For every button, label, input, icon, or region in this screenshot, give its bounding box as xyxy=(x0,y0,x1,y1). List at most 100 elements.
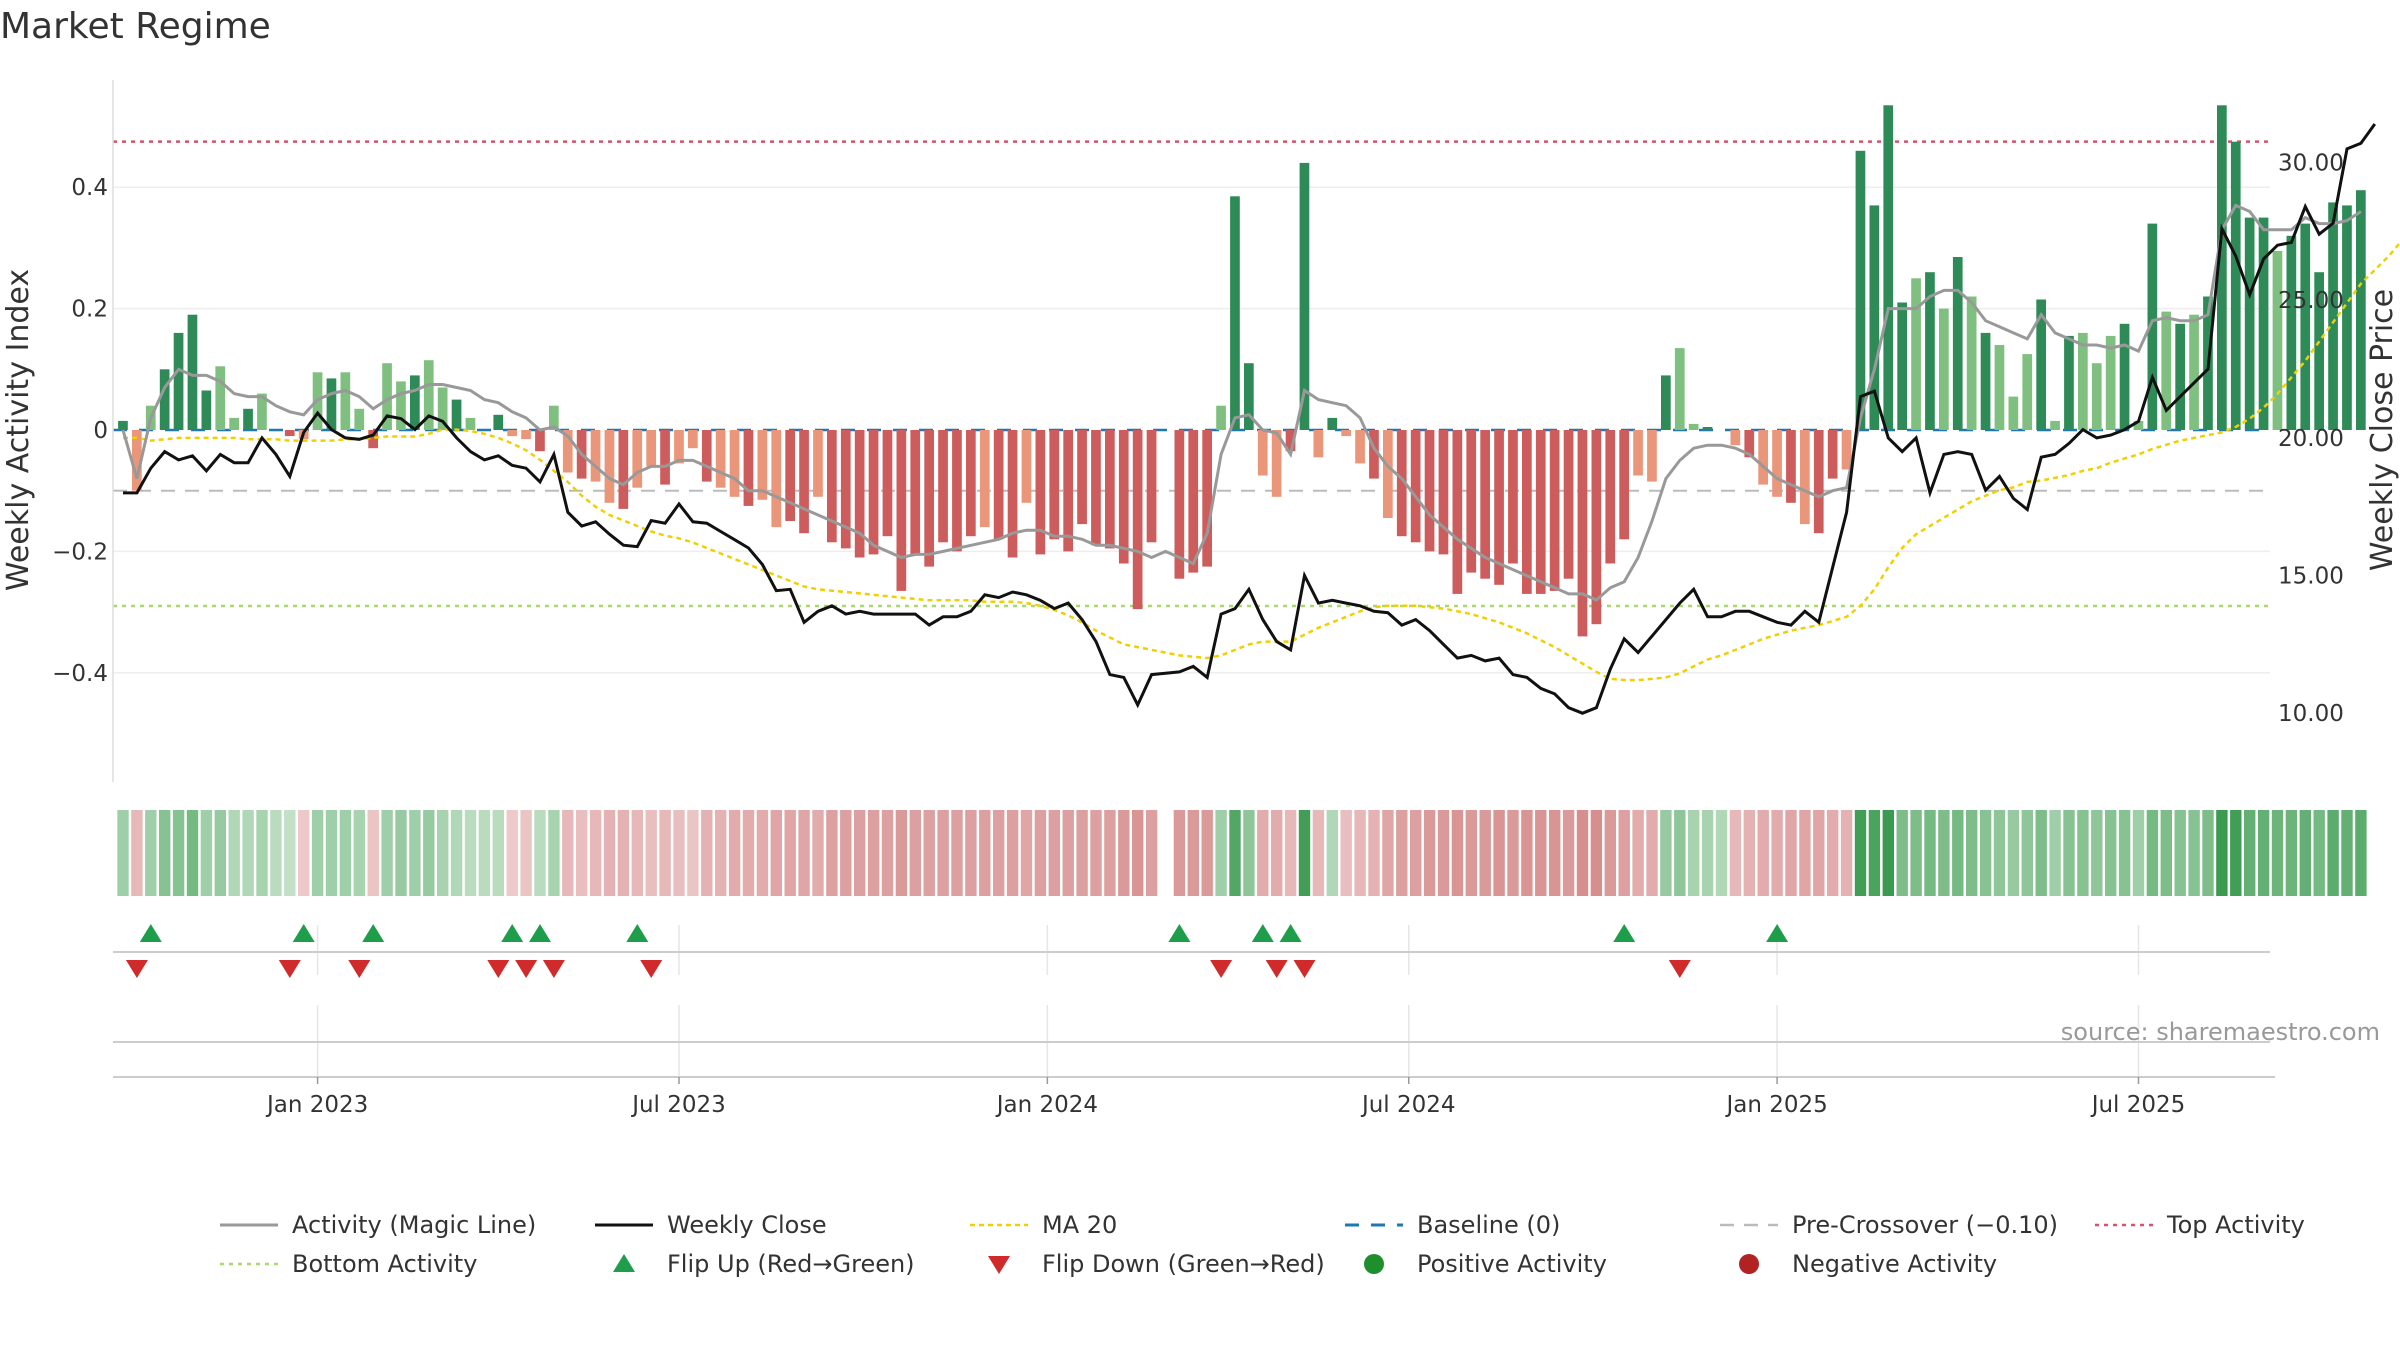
x-tick-label: Jan 2025 xyxy=(1724,1092,1827,1118)
heat-cell xyxy=(2188,810,2200,896)
activity-bar xyxy=(2091,363,2102,430)
activity-bar xyxy=(2036,299,2046,430)
chart-title: Market Regime xyxy=(0,6,271,47)
activity-bar xyxy=(2078,332,2088,430)
heat-cell xyxy=(159,810,171,896)
heat-cell xyxy=(2035,810,2047,896)
activity-bar xyxy=(2133,420,2144,430)
heat-cell xyxy=(617,810,630,896)
heat-cell xyxy=(200,810,213,896)
activity-bar xyxy=(2119,323,2130,430)
heat-cell xyxy=(1674,810,1686,896)
flip-up-marker xyxy=(292,924,315,942)
heat-cell xyxy=(951,810,963,896)
activity-bar xyxy=(1925,272,1935,430)
heat-cell xyxy=(2063,810,2075,896)
heat-cell xyxy=(2202,810,2214,896)
activity-bar xyxy=(924,430,934,567)
activity-bar xyxy=(465,417,476,430)
heat-cell xyxy=(589,810,602,896)
heat-cell xyxy=(1743,810,1755,896)
heat-cell xyxy=(1090,810,1102,896)
heat-cell xyxy=(1229,810,1241,896)
activity-bar xyxy=(1299,162,1310,430)
heat-cell xyxy=(1284,810,1297,896)
activity-bar xyxy=(521,430,531,440)
heat-cell xyxy=(1493,810,1505,896)
activity-bar xyxy=(423,360,434,430)
heat-cell xyxy=(1799,810,1811,896)
activity-bar xyxy=(701,430,712,482)
heat-cell xyxy=(1701,810,1714,896)
activity-bar xyxy=(1230,196,1240,430)
x-tick-label: Jan 2024 xyxy=(995,1092,1098,1118)
activity-bar xyxy=(1994,345,2005,430)
series-lines xyxy=(121,123,2400,715)
heat-cell xyxy=(131,810,143,896)
heat-cell xyxy=(1271,810,1283,896)
legend-label: Top Activity xyxy=(2166,1211,2305,1239)
heat-cell xyxy=(937,810,949,896)
activity-bar xyxy=(785,430,795,521)
legend-swatch-positive-activity xyxy=(1364,1254,1384,1274)
activity-bar xyxy=(813,430,823,497)
x-tick-label: Jul 2024 xyxy=(1360,1092,1456,1118)
heat-cell xyxy=(492,810,504,896)
heat-cell xyxy=(1952,810,1964,896)
heat-cell xyxy=(1966,810,1978,896)
heat-cell xyxy=(798,810,810,896)
heat-cell xyxy=(1729,810,1742,896)
activity-bar xyxy=(2356,190,2366,430)
activity-bar xyxy=(368,430,378,449)
activity-bar xyxy=(1897,302,1907,430)
heat-cell xyxy=(1048,810,1060,896)
activity-bar xyxy=(1911,278,1921,431)
flip-down-marker xyxy=(348,960,371,978)
heat-cell xyxy=(145,810,157,896)
activity-bar xyxy=(1869,205,1880,430)
activity-bar xyxy=(257,393,267,430)
activity-bar xyxy=(1313,430,1324,458)
activity-bar xyxy=(1383,430,1393,518)
heat-cell xyxy=(687,810,699,896)
activity-bar xyxy=(2022,354,2033,430)
activity-bar xyxy=(1091,430,1101,546)
heat-cell xyxy=(576,810,588,896)
activity-bar xyxy=(1758,430,1768,485)
heat-cell xyxy=(1326,810,1338,896)
heat-cell xyxy=(2341,810,2353,896)
activity-bar xyxy=(632,430,643,488)
heat-cell xyxy=(1827,810,1839,896)
flip-down-marker xyxy=(125,960,148,978)
heat-cell xyxy=(1549,810,1561,896)
activity-bar xyxy=(1744,430,1755,458)
heat-cell xyxy=(979,810,991,896)
activity-bar xyxy=(1702,427,1713,430)
heat-cell xyxy=(993,810,1005,896)
activity-bar xyxy=(173,332,184,430)
activity-bar xyxy=(1952,257,1963,430)
activity-bar xyxy=(243,408,253,430)
heat-cell xyxy=(1006,810,1019,896)
axes xyxy=(112,80,2275,1078)
activity-bar xyxy=(1466,430,1477,573)
heat-cell xyxy=(1312,810,1325,896)
activity-bar xyxy=(1021,430,1032,503)
heat-cell xyxy=(701,810,713,896)
activity-bar xyxy=(2272,250,2283,430)
activity-bar xyxy=(827,430,837,543)
heat-cell xyxy=(1562,810,1575,896)
heat-cell xyxy=(2244,810,2256,896)
heat-cell xyxy=(1618,810,1630,896)
activity-bar xyxy=(1424,430,1435,552)
activity-bar xyxy=(1257,430,1268,476)
activity-bar xyxy=(1591,430,1602,625)
activity-bar xyxy=(799,430,809,534)
heat-cell xyxy=(2021,810,2033,896)
activity-bar xyxy=(1132,430,1143,610)
heat-cell xyxy=(1187,810,1199,896)
activity-bar xyxy=(729,430,740,497)
heat-cell xyxy=(1132,810,1144,896)
activity-bar xyxy=(1327,417,1338,430)
